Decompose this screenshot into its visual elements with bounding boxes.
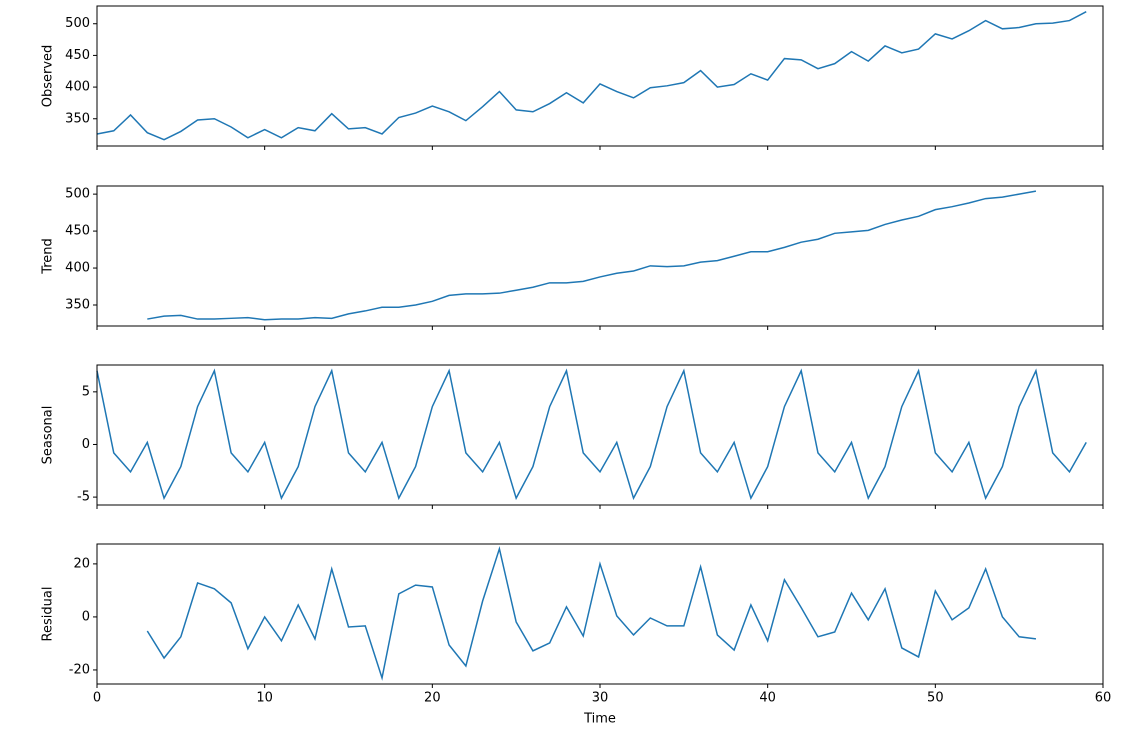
series-line [146,545,1037,681]
x-tick-label: 40 [759,691,776,706]
y-axis-label: Seasonal [41,406,56,465]
y-tick-label: -20 [69,662,90,677]
x-tick-label: 50 [927,691,944,706]
x-tick-label: 30 [592,691,609,706]
y-tick-label: 350 [65,298,90,313]
y-tick-label: 450 [65,224,90,239]
y-tick-label: 500 [65,16,90,31]
y-tick-label: 5 [82,384,90,399]
x-tick-label: 20 [424,691,441,706]
series-line [96,11,1087,141]
series-line [96,368,1087,501]
x-tick-label: 10 [256,691,273,706]
y-axis-label: Trend [41,238,56,275]
y-tick-label: 500 [65,187,90,202]
y-tick-label: 0 [82,437,90,452]
y-axis-label: Residual [41,587,56,642]
y-tick-label: -5 [77,490,90,505]
series-line [147,190,1037,321]
axes-frame [96,364,1104,506]
y-tick-label: 20 [73,556,90,571]
y-tick-label: 350 [65,111,90,126]
x-tick-label: 60 [1095,691,1112,706]
axes-frame [96,5,1104,147]
y-tick-label: 400 [65,261,90,276]
y-tick-label: 0 [82,609,90,624]
x-axis-label: Time [583,712,616,727]
axes-frame [96,543,1104,685]
y-axis-label: Observed [41,45,56,108]
y-tick-label: 450 [65,48,90,63]
x-tick-label: 0 [93,691,101,706]
y-tick-label: 400 [65,80,90,95]
axes-frame [96,185,1104,327]
